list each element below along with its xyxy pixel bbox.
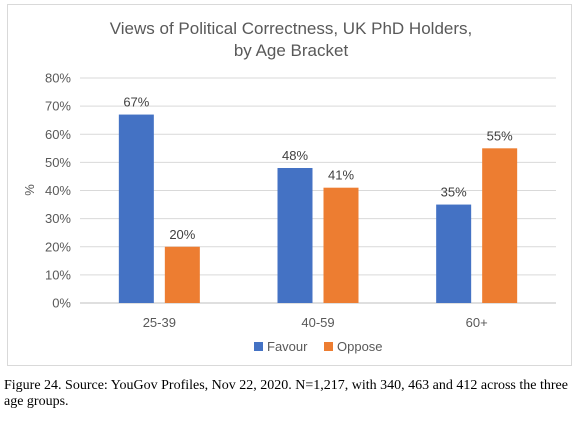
bar-favour-40-59 (277, 168, 313, 303)
x-tick-label: 60+ (466, 315, 488, 330)
chart-title-line-1: Views of Political Correctness, UK PhD H… (110, 19, 473, 38)
y-tick-label: 60% (45, 127, 71, 142)
y-tick-label: 20% (45, 239, 71, 254)
x-axis-ticks: 25-39 40-59 60+ (143, 315, 488, 330)
legend: Favour Oppose (254, 339, 383, 354)
y-tick-label: 50% (45, 155, 71, 170)
legend-swatch-favour (254, 342, 263, 351)
chart-area: Views of Political Correctness, UK PhD H… (7, 4, 572, 366)
y-tick-label: 30% (45, 211, 71, 226)
y-tick-label: 40% (45, 183, 71, 198)
y-tick-label: 0% (52, 296, 71, 311)
figure-caption: Figure 24. Source: YouGov Profiles, Nov … (4, 378, 568, 409)
data-label: 41% (328, 168, 354, 183)
bar-oppose-25-39 (164, 246, 200, 303)
y-axis-ticks: 0% 10% 20% 30% 40% 50% 60% 70% 80% (45, 71, 71, 311)
chart-title-line-2: by Age Bracket (234, 41, 349, 60)
data-labels: 67% 20% 48% 41% 35% 55% (123, 95, 513, 242)
data-label: 55% (487, 128, 513, 143)
y-axis-label: % (22, 184, 37, 196)
data-label: 48% (282, 148, 308, 163)
gridlines (80, 77, 556, 304)
data-label: 20% (169, 227, 195, 242)
x-tick-label: 40-59 (301, 315, 334, 330)
bar-oppose-60+ (482, 148, 518, 303)
bars (118, 114, 518, 303)
bar-favour-25-39 (118, 114, 154, 303)
data-label: 67% (123, 95, 149, 110)
bar-favour-60+ (436, 204, 472, 303)
bar-chart: Views of Political Correctness, UK PhD H… (22, 19, 556, 354)
legend-swatch-oppose (324, 342, 333, 351)
y-tick-label: 80% (45, 71, 71, 86)
x-tick-label: 25-39 (143, 315, 176, 330)
data-label: 35% (441, 185, 467, 200)
bar-oppose-40-59 (323, 187, 359, 303)
y-tick-label: 10% (45, 267, 71, 282)
legend-label-oppose: Oppose (337, 339, 383, 354)
legend-label-favour: Favour (267, 339, 308, 354)
y-tick-label: 70% (45, 99, 71, 114)
